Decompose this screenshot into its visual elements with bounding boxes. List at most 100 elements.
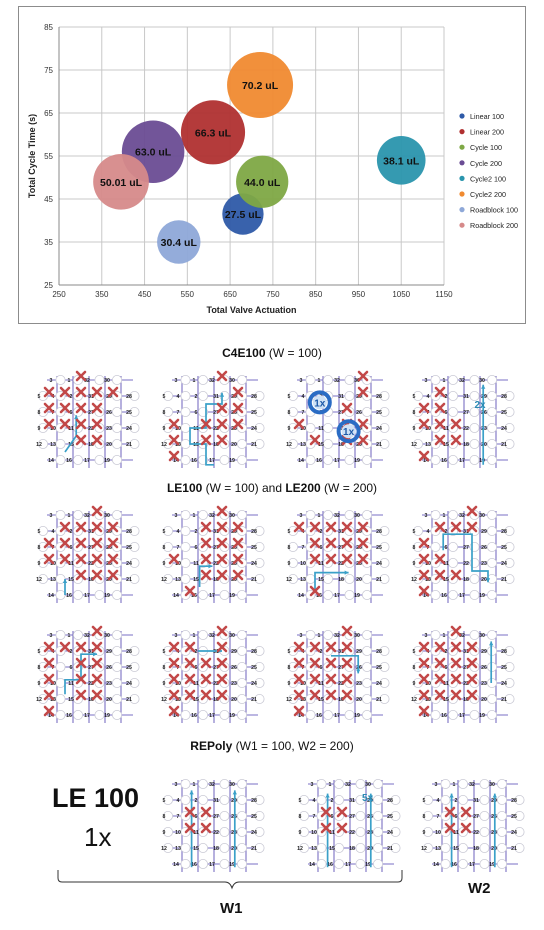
valve-number: 25 <box>126 665 132 671</box>
closed-valve-x <box>434 386 446 398</box>
closed-valve-x <box>466 641 478 653</box>
chamber <box>487 407 498 418</box>
legend-entry: Cycle2 200 <box>470 190 506 199</box>
valve-number: 31 <box>213 529 219 535</box>
valve-number: 12 <box>297 846 303 852</box>
bubble-label: 66.3 uL <box>195 127 232 139</box>
valve-number: 8 <box>163 410 166 416</box>
valve-number: 22 <box>213 561 219 567</box>
closed-valve-x <box>75 434 87 446</box>
chamber <box>316 843 327 854</box>
cycle-swirl: 1x <box>307 390 332 415</box>
valve-number: 27 <box>463 665 469 671</box>
chamber <box>305 710 316 721</box>
valve-number: 9 <box>163 561 166 567</box>
flow-arrow-head <box>449 793 454 798</box>
chamber <box>334 859 345 870</box>
chamber <box>180 423 191 434</box>
flow-arrow-head <box>344 570 349 575</box>
bubble-label: 44.0 uL <box>244 177 281 189</box>
valve-number: 18 <box>88 577 94 583</box>
bubble-chart-svg: 25 35 45 55 65 75 85 250 350 450 550 650 750 850 950 10… <box>27 23 518 315</box>
chamber <box>497 794 508 805</box>
valve-number: 28 <box>251 649 257 655</box>
chamber <box>180 558 191 569</box>
closed-valve-x <box>43 386 55 398</box>
chamber <box>237 455 248 466</box>
chamber <box>390 827 401 838</box>
valve-number: 6 <box>445 545 448 551</box>
closed-valve-x <box>216 434 228 446</box>
closed-valve-x <box>59 641 71 653</box>
closed-valve-x <box>216 625 228 637</box>
valve-number: 4 <box>177 798 180 804</box>
chamber <box>355 811 366 822</box>
chamber <box>504 390 515 401</box>
chamber <box>305 375 316 385</box>
valve-diagram: 3132305423129288762726259101122232412131… <box>161 370 265 468</box>
valve-number: 11 <box>443 561 449 567</box>
valve-number: 24 <box>501 426 507 432</box>
closed-valve-x <box>320 822 332 834</box>
closed-valve-x <box>91 434 103 446</box>
valve-number: 21 <box>387 846 393 852</box>
valve-number: 19 <box>365 862 371 868</box>
chamber <box>497 843 508 854</box>
valve-number: 8 <box>299 814 302 820</box>
bubble-label: 50.01 uL <box>100 177 143 189</box>
flow-arrow-head <box>325 793 330 798</box>
valve-number: 15 <box>453 846 459 852</box>
chamber <box>73 455 84 466</box>
closed-valve-x <box>466 505 478 517</box>
closed-valve-x <box>91 625 103 637</box>
chamber <box>362 574 373 585</box>
chamber <box>254 694 265 705</box>
closed-valve-x <box>418 418 430 430</box>
valve-number: 31 <box>463 649 469 655</box>
valve-number: 31 <box>213 798 219 804</box>
closed-valve-x <box>309 553 321 565</box>
chamber <box>440 794 451 805</box>
closed-valve-x <box>107 553 119 565</box>
valve-number: 6 <box>195 814 198 820</box>
chamber <box>448 558 459 569</box>
valve-number: 25 <box>376 545 382 551</box>
chamber <box>497 811 508 822</box>
chamber <box>288 662 298 673</box>
valve-number: 24 <box>501 561 507 567</box>
bubble-label: 38.1 uL <box>383 155 420 167</box>
legend-entry: Roadblock 200 <box>470 221 518 230</box>
legend-marker <box>459 191 465 197</box>
valve-number: 17 <box>209 593 215 599</box>
chamber <box>334 843 345 854</box>
valve-number: 14 <box>423 713 429 719</box>
closed-valve-x <box>43 673 55 685</box>
valve-number: 9 <box>288 561 291 567</box>
closed-valve-x <box>43 657 55 669</box>
flow-arrow-head <box>219 392 225 397</box>
valve-number: 4 <box>177 394 180 400</box>
chamber <box>237 843 248 854</box>
chamber <box>469 407 480 418</box>
valve-number: 17 <box>84 458 90 464</box>
chamber <box>430 630 441 640</box>
chamber <box>180 794 191 805</box>
valve-number: 31 <box>463 394 469 400</box>
chamber <box>479 794 490 805</box>
chamber <box>487 390 498 401</box>
chamber <box>373 811 384 822</box>
valve-number: 17 <box>209 862 215 868</box>
chamber <box>379 574 390 585</box>
bubble-circle <box>236 155 289 208</box>
chamber <box>469 630 480 640</box>
closed-valve-x <box>168 450 180 462</box>
bubble: 50.01 uL <box>93 153 149 210</box>
valve-number: 30 <box>354 633 360 639</box>
chamber <box>94 710 105 721</box>
valve-number: 21 <box>126 442 132 448</box>
valve-diagram: 3132305423129288762726259101122232412131… <box>286 510 390 603</box>
chamber <box>198 390 209 401</box>
chamber <box>305 510 316 520</box>
closed-valve-x <box>216 402 228 414</box>
valve-number: 1 <box>193 782 196 788</box>
